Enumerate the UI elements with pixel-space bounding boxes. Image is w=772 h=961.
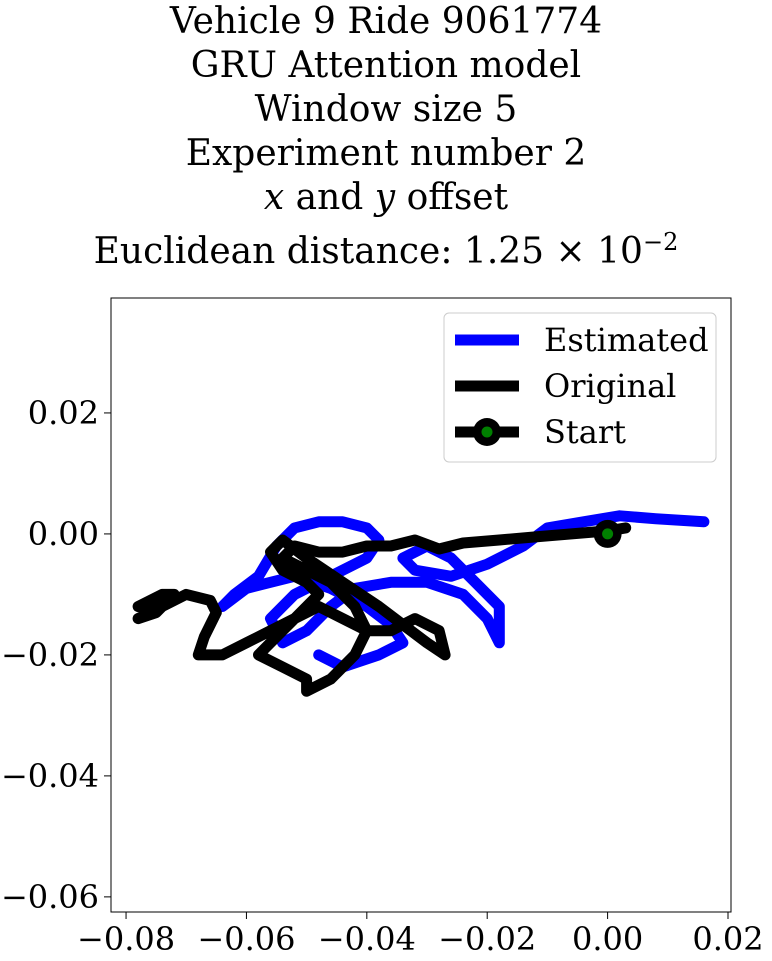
chart-title: Vehicle 9 Ride 9061774 GRU Attention mod… [0,0,772,274]
title-and: and [284,177,375,218]
estimated-series-line [216,510,710,673]
plot-area [132,510,710,697]
y-tick-label: −0.02 [1,636,99,674]
y-tick-label: 0.02 [28,394,99,432]
axes-frame [110,297,732,913]
legend-estimated-label: Estimated [544,321,709,359]
title-line-6: Euclidean distance: 1.25 × 10−2 [0,220,772,274]
title-distance: Euclidean distance: 1.25 × 10 [93,231,643,272]
title-y-var: y [374,177,396,218]
title-line-4: Experiment number 2 [185,133,587,174]
legend-start-label: Start [544,413,626,451]
title-offset: offset [395,177,509,218]
start-marker-center [602,528,614,540]
title-line-1: Vehicle 9 Ride 9061774 [169,1,603,42]
x-tick-label: −0.06 [197,920,295,958]
title-line-5: x and y offset [0,176,772,220]
legend-original-label: Original [544,367,676,405]
legend-start-marker-center [481,426,493,438]
x-tick-label: 0.00 [572,920,643,958]
y-axis: 0.02 0.00 −0.02 −0.04 −0.06 [1,394,111,916]
original-series-line [132,522,632,697]
x-tick-label: −0.04 [318,920,416,958]
y-tick-label: −0.04 [1,757,99,795]
x-tick-label: −0.08 [77,920,175,958]
x-tick-label: −0.02 [438,920,536,958]
legend: Estimated Original Start [443,312,717,463]
x-axis: −0.08 −0.06 −0.04 −0.02 0.00 0.02 [77,912,764,958]
y-tick-label: −0.06 [1,878,99,916]
y-tick-label: 0.00 [28,515,99,553]
title-line-3: Window size 5 [254,89,518,130]
title-line-2: GRU Attention model [190,45,582,86]
x-tick-label: 0.02 [692,920,763,958]
title-x-var: x [263,177,285,218]
legend-box [443,312,717,463]
title-exponent: −2 [642,228,679,256]
